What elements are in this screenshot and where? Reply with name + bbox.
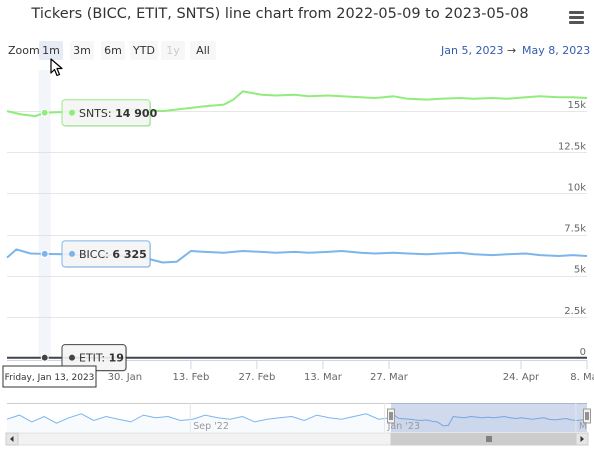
hover-marker [40, 353, 49, 362]
range-from-input[interactable]: Jan 5, 2023 [441, 44, 504, 57]
range-to-input[interactable]: May 8, 2023 [522, 44, 591, 57]
zoom-all-button[interactable]: All [190, 41, 216, 60]
navigator-area [7, 413, 587, 432]
range-separator: → [507, 44, 517, 57]
x-tick-label: 13. Mar [304, 372, 343, 383]
zoom-label: Zoom [8, 44, 40, 57]
tooltip-dot [69, 250, 75, 257]
x-tick-label: 27. Feb [239, 372, 276, 383]
crosshair-label-box [2, 365, 97, 388]
tooltip-value: 14 900 [115, 107, 157, 120]
right-arrow-icon [580, 436, 584, 442]
navigator-selection-mask [391, 403, 587, 432]
y-tick-label: 0 [580, 347, 586, 358]
scrollbar [5, 432, 589, 446]
y-tick-label: 7.5k [564, 224, 586, 235]
navigator-handle-box [583, 408, 591, 424]
chart-title: Tickers (BICC, ETIT, SNTS) line chart fr… [31, 6, 529, 22]
tooltip-etit: ETIT: 19 [61, 344, 127, 372]
tooltip-label: ETIT: [79, 352, 109, 365]
tooltip-value: 19 [109, 352, 124, 365]
hamburger-menu-icon[interactable] [569, 11, 584, 26]
navigator-series [6, 413, 588, 427]
zoom-6m-button[interactable]: 6m [101, 41, 125, 60]
crosshair-band [38, 70, 51, 358]
y-tick-label: 5k [574, 265, 586, 276]
crosshair-label-text: Friday, Jan 13, 2023 [5, 373, 95, 383]
y-tick-label: 12.5k [558, 141, 586, 152]
tooltip-label: BICC: [79, 248, 112, 261]
navigator-handle-box [387, 408, 396, 424]
navigator-tick-label: M [579, 421, 587, 432]
zoom-1y-button[interactable]: 1y [161, 41, 185, 60]
tooltip-box [61, 99, 151, 127]
tooltip-bicc: BICC: 6 325 [61, 240, 151, 268]
zoom-ytd-button[interactable]: YTD [130, 41, 158, 60]
navigator-tick-label: Sep '22 [193, 421, 229, 432]
x-tick-label: 13. Feb [173, 372, 210, 383]
navigator-tick-label: Jan '23 [387, 421, 420, 432]
y-tick-label: 2.5k [564, 306, 586, 317]
x-tick-label: 24. Apr [503, 372, 540, 383]
tooltip-dot [69, 354, 75, 361]
x-tick-label: 30. Jan [108, 372, 143, 383]
y-tick-label: 10k [567, 182, 586, 193]
tooltip-value: 6 325 [112, 248, 146, 261]
navigator-handle [583, 408, 591, 424]
zoom-3m-button[interactable]: 3m [70, 41, 94, 60]
navigator-handle [387, 408, 396, 424]
tooltip-box [61, 240, 151, 268]
hover-marker [40, 108, 49, 117]
mouse-cursor-icon [50, 58, 63, 77]
zoom-1m-button[interactable]: 1m [39, 41, 63, 60]
tooltip-snts: SNTS: 14 900 [61, 99, 158, 127]
crosshair-date-label: Friday, Jan 13, 2023 [2, 365, 97, 388]
tooltip-text: BICC: 6 325 [79, 248, 147, 261]
left-arrow-icon [10, 436, 14, 442]
x-tick-label: 8. May [570, 372, 594, 383]
tooltip-dot [69, 109, 75, 116]
tooltip-text: ETIT: 19 [79, 352, 124, 365]
y-tick-label: 15k [567, 100, 586, 111]
tooltip-label: SNTS: [79, 107, 115, 120]
tooltip-text: SNTS: 14 900 [79, 107, 158, 120]
hover-marker [40, 249, 49, 258]
x-tick-label: 27. Mar [370, 372, 409, 383]
